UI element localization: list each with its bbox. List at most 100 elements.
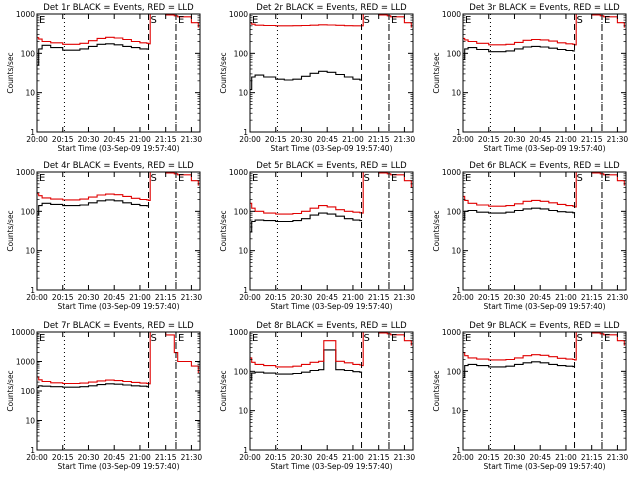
x-tick-label: 21:15 bbox=[581, 293, 603, 302]
y-tick-label: 1000 bbox=[229, 10, 248, 19]
y-tick-label: 10 bbox=[25, 89, 35, 98]
x-tick-label: 21:00 bbox=[129, 453, 151, 462]
panel-det-6: Det 6r BLACK = Events, RED = LLD S E E 1 10 10… bbox=[432, 161, 628, 311]
marker-label: E bbox=[39, 333, 45, 344]
series-events-line bbox=[463, 207, 576, 221]
x-tick-label: 21:00 bbox=[555, 293, 577, 302]
marker-label: S bbox=[151, 333, 157, 344]
x-tick-label: 21:00 bbox=[342, 453, 364, 462]
y-tick-label: 100 bbox=[21, 49, 36, 58]
y-axis-label: Counts/sec bbox=[6, 370, 15, 411]
x-axis-label: Start Time (03-Sep-09 19:57:40) bbox=[58, 144, 180, 153]
x-axis-label: Start Time (03-Sep-09 19:57:40) bbox=[58, 302, 180, 311]
series-lld-line bbox=[37, 331, 199, 385]
x-tick-label: 21:30 bbox=[607, 135, 629, 144]
y-tick-label: 1000 bbox=[16, 358, 35, 367]
marker-label: S bbox=[577, 15, 583, 26]
x-axis-label: Start Time (03-Sep-09 19:57:40) bbox=[271, 302, 393, 311]
x-tick-label: 21:30 bbox=[181, 135, 203, 144]
panel-title: Det 7r BLACK = Events, RED = LLD bbox=[43, 321, 194, 331]
marker-label: E bbox=[465, 15, 471, 26]
y-tick-label: 1 bbox=[30, 286, 35, 295]
x-tick-label: 20:45 bbox=[529, 293, 551, 302]
x-tick-label: 21:15 bbox=[368, 453, 390, 462]
plot-frame bbox=[462, 331, 627, 451]
y-tick-label: 1 bbox=[30, 128, 35, 137]
x-tick-label: 20:15 bbox=[478, 293, 500, 302]
y-tick-label: 1000 bbox=[16, 10, 35, 19]
x-tick-label: 20:30 bbox=[504, 135, 526, 144]
plot-frame bbox=[249, 171, 414, 291]
y-tick-label: 100 bbox=[447, 49, 462, 58]
x-tick-label: 20:45 bbox=[529, 135, 551, 144]
x-tick-label: 21:00 bbox=[342, 293, 364, 302]
x-tick-label: 20:30 bbox=[504, 453, 526, 462]
series-lld-line bbox=[463, 171, 625, 208]
marker-label: S bbox=[364, 15, 370, 26]
x-tick-label: 20:15 bbox=[265, 293, 287, 302]
series-lld-line bbox=[463, 331, 625, 361]
x-tick-label: 21:00 bbox=[555, 135, 577, 144]
y-tick-label: 10 bbox=[238, 89, 248, 98]
y-axis-label: Counts/sec bbox=[219, 210, 228, 251]
y-tick-label: 1000 bbox=[16, 168, 35, 177]
x-tick-label: 20:00 bbox=[239, 135, 261, 144]
marker-label: E bbox=[252, 173, 258, 184]
y-tick-label: 100 bbox=[234, 207, 249, 216]
y-tick-label: 10 bbox=[451, 407, 461, 416]
x-tick-label: 21:00 bbox=[555, 453, 577, 462]
x-axis-label: Start Time (03-Sep-09 19:57:40) bbox=[271, 144, 393, 153]
x-tick-label: 21:15 bbox=[368, 293, 390, 302]
series-events-line bbox=[463, 361, 576, 378]
y-tick-label: 1000 bbox=[442, 10, 461, 19]
x-axis-label: Start Time (03-Sep-09 19:57:40) bbox=[484, 462, 606, 471]
x-tick-label: 21:30 bbox=[394, 135, 416, 144]
marker-label: E bbox=[178, 15, 184, 26]
x-tick-label: 21:30 bbox=[394, 293, 416, 302]
x-tick-label: 21:30 bbox=[394, 453, 416, 462]
y-tick-label: 1000 bbox=[442, 328, 461, 337]
y-axis-label: Counts/sec bbox=[432, 370, 441, 411]
x-tick-label: 20:45 bbox=[103, 453, 125, 462]
series-events-line bbox=[250, 349, 363, 381]
y-tick-label: 100 bbox=[234, 367, 249, 376]
x-tick-label: 20:00 bbox=[452, 135, 474, 144]
panel-title: Det 2r BLACK = Events, RED = LLD bbox=[256, 3, 407, 13]
x-tick-label: 20:15 bbox=[265, 135, 287, 144]
y-tick-label: 10 bbox=[238, 247, 248, 256]
panel-title: Det 3r BLACK = Events, RED = LLD bbox=[469, 3, 620, 13]
marker-label: S bbox=[364, 333, 370, 344]
x-tick-label: 20:30 bbox=[78, 453, 100, 462]
marker-label: E bbox=[604, 15, 610, 26]
y-tick-label: 1 bbox=[243, 446, 248, 455]
panel-det-2: Det 2r BLACK = Events, RED = LLD S E E 1 10 10… bbox=[219, 3, 415, 153]
x-tick-label: 21:00 bbox=[129, 293, 151, 302]
marker-label: E bbox=[465, 173, 471, 184]
y-tick-label: 1 bbox=[243, 286, 248, 295]
y-axis-label: Counts/sec bbox=[6, 52, 15, 93]
series-events-line bbox=[250, 70, 363, 91]
marker-label: E bbox=[178, 333, 184, 344]
y-tick-label: 10 bbox=[451, 89, 461, 98]
x-axis-label: Start Time (03-Sep-09 19:57:40) bbox=[271, 462, 393, 471]
x-tick-label: 20:45 bbox=[103, 293, 125, 302]
x-tick-label: 21:30 bbox=[607, 293, 629, 302]
marker-label: E bbox=[465, 333, 471, 344]
x-tick-label: 20:45 bbox=[316, 135, 338, 144]
x-tick-label: 20:30 bbox=[291, 293, 313, 302]
x-tick-label: 20:15 bbox=[478, 135, 500, 144]
x-tick-label: 20:15 bbox=[52, 453, 74, 462]
marker-label: E bbox=[252, 15, 258, 26]
y-tick-label: 1 bbox=[456, 128, 461, 137]
panel-title: Det 1r BLACK = Events, RED = LLD bbox=[43, 3, 194, 13]
x-tick-label: 20:00 bbox=[239, 293, 261, 302]
x-tick-label: 21:15 bbox=[155, 293, 177, 302]
x-tick-label: 20:30 bbox=[504, 293, 526, 302]
x-tick-label: 20:00 bbox=[26, 135, 48, 144]
plot-frame bbox=[249, 13, 414, 133]
x-tick-label: 21:15 bbox=[155, 453, 177, 462]
y-tick-label: 1000 bbox=[442, 168, 461, 177]
marker-label: S bbox=[577, 173, 583, 184]
series-lld-line bbox=[463, 13, 625, 46]
x-tick-label: 20:30 bbox=[291, 135, 313, 144]
